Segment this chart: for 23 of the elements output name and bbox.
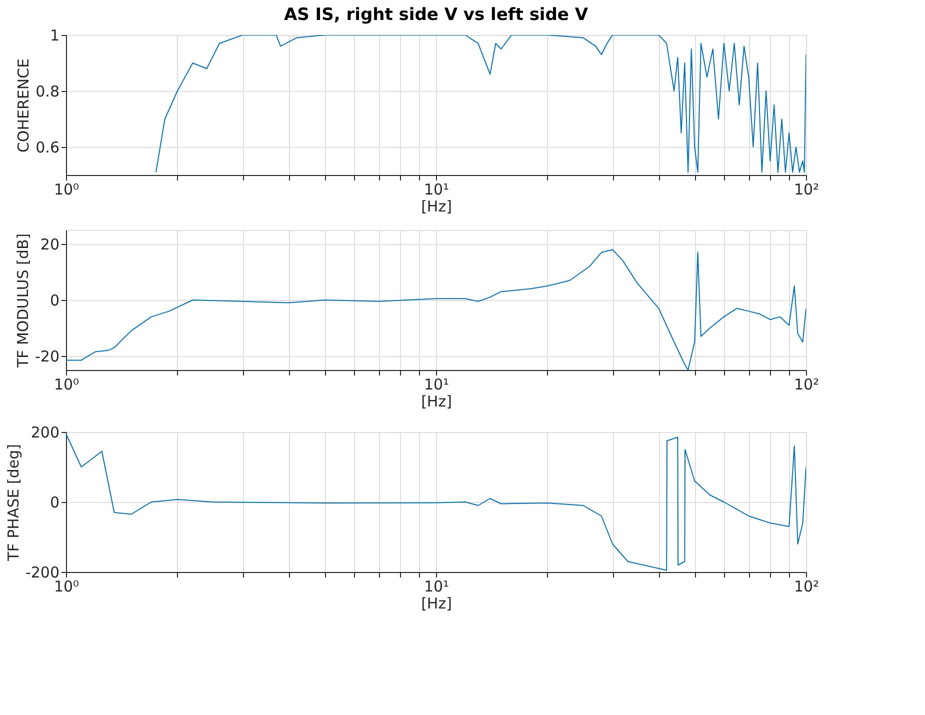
y-tick-label: 0.8 xyxy=(36,82,60,100)
y-tick-label: 200 xyxy=(30,424,60,442)
y-tick-label: 1 xyxy=(50,26,60,44)
x-tick-label: 10¹ xyxy=(424,180,450,198)
x-tick-label: 10² xyxy=(794,376,820,394)
y-axis-title: COHERENCE xyxy=(14,58,33,153)
x-axis-title: [Hz] xyxy=(421,198,452,216)
y-tick-label: 0 xyxy=(50,494,60,512)
x-tick-label: 10² xyxy=(794,180,820,198)
chart-title: AS IS, right side V vs left side V xyxy=(284,5,589,25)
y-tick-label: 0 xyxy=(50,292,60,310)
x-tick-label: 10¹ xyxy=(424,578,450,596)
x-axis-title: [Hz] xyxy=(421,594,452,612)
y-tick-label: 20 xyxy=(40,236,60,254)
x-tick-label: 10⁰ xyxy=(54,376,80,394)
x-tick-label: 10¹ xyxy=(424,376,450,394)
y-tick-label: -20 xyxy=(35,348,60,366)
x-tick-label: 10⁰ xyxy=(54,180,80,198)
x-tick-label: 10² xyxy=(794,578,820,596)
y-axis-title: TF MODULUS [dB] xyxy=(14,233,32,369)
y-tick-label: 0.6 xyxy=(36,138,60,156)
x-axis-title: [Hz] xyxy=(421,392,452,410)
y-axis-title: TF PHASE [deg] xyxy=(4,444,22,562)
